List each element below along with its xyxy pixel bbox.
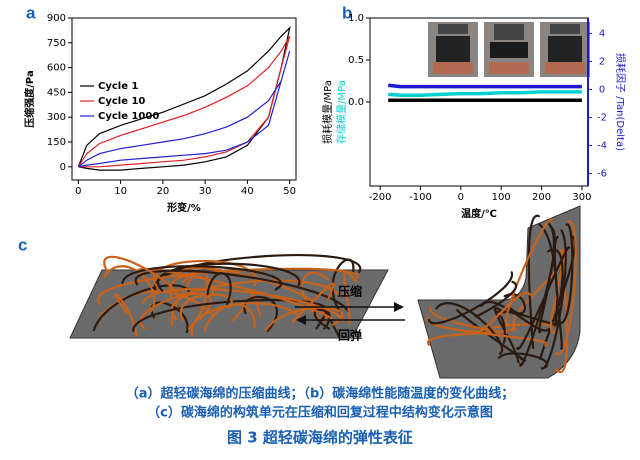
fiber	[139, 279, 342, 330]
photo-part	[550, 24, 580, 34]
y-tick-label: 300	[47, 112, 66, 123]
series-line	[77, 26, 291, 171]
fiber	[497, 352, 549, 369]
fiber	[103, 255, 182, 300]
panel-label: a	[26, 3, 36, 22]
y-tick-label: 450	[47, 87, 66, 98]
caption-line: （a）超轻碳海绵的压缩曲线；（b）碳海绵性能随温度的变化曲线；	[126, 386, 515, 402]
x-tick-label: 30	[199, 186, 212, 197]
y2-tick-label: 0	[599, 84, 605, 95]
figure-title: 图 3 超轻碳海绵的弹性表征	[227, 429, 413, 447]
y-tick-label: 0.5	[348, 55, 364, 66]
fiber	[474, 280, 517, 318]
fiber	[97, 267, 359, 305]
y2-tick-label: -2	[597, 112, 607, 123]
fiber	[141, 287, 345, 323]
fiber	[190, 302, 300, 337]
y-tick-label: 0	[60, 162, 66, 173]
y-axis-label: 压缩强度/Pa	[23, 70, 36, 127]
x-tick-label: -200	[369, 192, 392, 203]
photo-part	[494, 24, 524, 40]
x-tick-label: 10	[114, 186, 127, 197]
legend-label: Cycle 10	[98, 96, 145, 107]
fiber	[206, 272, 232, 305]
fiber	[157, 262, 301, 292]
photo-part	[436, 36, 470, 62]
y-tick-label: 1.0	[348, 13, 364, 24]
sheet-flat	[69, 269, 389, 339]
x-axis-label: 温度/℃	[461, 207, 497, 220]
x-tick-label: 0	[458, 192, 464, 203]
arrowhead	[296, 315, 306, 325]
rebound-label: 回弹	[338, 328, 362, 343]
y-tick-label: 750	[47, 38, 66, 49]
photo-part	[438, 24, 468, 34]
fiber	[427, 271, 513, 325]
arrowhead	[394, 302, 404, 312]
x-tick-label: 0	[75, 186, 81, 197]
y2-tick-label: 4	[599, 28, 605, 39]
y-tick-label: 150	[47, 137, 66, 148]
x-tick-label: 40	[241, 186, 254, 197]
photo-part	[489, 62, 529, 74]
series-line	[77, 35, 291, 168]
fiber	[540, 229, 567, 370]
legend-label: Cycle 1	[98, 81, 138, 92]
fiber	[554, 220, 577, 356]
series-line	[388, 90, 582, 98]
y2-axis-label: 损耗因子 /Tan(Delta)	[614, 53, 627, 151]
x-tick-label: -100	[409, 192, 432, 203]
fiber	[427, 327, 515, 346]
series-line	[387, 83, 582, 89]
fiber	[231, 294, 262, 322]
y2-tick-label: -4	[597, 140, 607, 151]
photo-part	[490, 42, 528, 58]
fiber	[152, 259, 258, 291]
caption-line: （c）碳海绵的构筑单元在压缩和回复过程中结构变化示意图	[147, 405, 493, 421]
fiber	[553, 235, 563, 350]
y-tick-label: 600	[47, 63, 66, 74]
x-tick-label: 20	[157, 186, 170, 197]
fiber	[470, 291, 532, 334]
compress-label: 压缩	[338, 284, 362, 299]
photo-part	[545, 62, 585, 74]
fiber	[291, 282, 335, 323]
y2-tick-label: 2	[599, 56, 605, 67]
fiber	[342, 270, 358, 325]
fiber	[516, 246, 571, 350]
y2-tick-label: -6	[597, 168, 607, 179]
x-axis-label: 形变/%	[167, 201, 201, 214]
photo-part	[433, 62, 473, 74]
y-axis-label: 存储模量/MPa	[335, 80, 348, 144]
fiber	[505, 218, 554, 326]
y-axis-label: 损耗模量/MPa	[321, 80, 334, 144]
fiber	[121, 265, 282, 291]
fiber	[519, 225, 556, 367]
photos	[428, 22, 590, 77]
panel-label: b	[342, 3, 352, 22]
x-tick-label: 50	[283, 186, 296, 197]
x-tick-label: 100	[492, 192, 511, 203]
plot-frame	[71, 17, 297, 181]
fiber	[435, 302, 504, 355]
panel-label: c	[18, 235, 27, 254]
fiber	[132, 299, 328, 332]
fiber	[313, 308, 331, 330]
photo-part	[548, 36, 582, 62]
legend-label: Cycle 1000	[98, 111, 159, 122]
x-tick-label: 300	[572, 192, 591, 203]
fibers	[92, 215, 577, 374]
series-line	[77, 50, 291, 168]
y-tick-label: 900	[47, 13, 66, 24]
x-tick-label: 200	[532, 192, 551, 203]
fiber	[558, 223, 574, 324]
y-tick-label: 0.0	[348, 97, 364, 108]
fiber	[264, 306, 344, 332]
